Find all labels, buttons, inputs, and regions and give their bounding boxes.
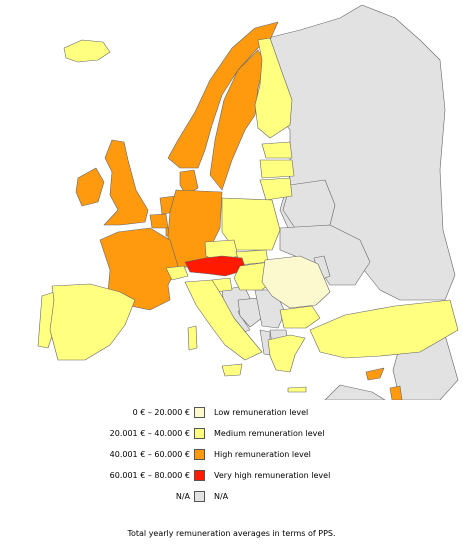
legend-row-high: 40.001 € – 60.000 € High remuneration le… xyxy=(40,446,340,467)
region-bosnia xyxy=(237,297,263,328)
legend-label: Low remuneration level xyxy=(214,408,309,417)
region-estonia xyxy=(261,141,293,159)
legend-label: High remuneration level xyxy=(214,450,311,459)
region-ireland xyxy=(75,167,105,207)
region-italy xyxy=(184,279,263,361)
region-greece xyxy=(267,334,306,373)
region-north-africa xyxy=(324,384,386,400)
legend-row-low: 0 € – 20.000 € Low remuneration level xyxy=(40,404,340,425)
region-romania xyxy=(261,255,331,309)
legend-row-very-high: 60.001 € – 80.000 € Very high remunerati… xyxy=(40,467,340,488)
region-belgium xyxy=(149,213,169,229)
region-iceland xyxy=(63,39,111,63)
legend-swatch-medium xyxy=(194,428,205,439)
legend-swatch-high xyxy=(194,449,205,460)
region-cyprus xyxy=(365,367,385,381)
region-poland xyxy=(221,197,281,251)
region-crete xyxy=(287,386,307,393)
legend-range: 40.001 € – 60.000 € xyxy=(109,450,190,459)
legend-swatch-low xyxy=(194,407,205,418)
legend-swatch-very-high xyxy=(194,470,205,481)
legend: 0 € – 20.000 € Low remuneration level 20… xyxy=(40,404,340,509)
region-ukraine xyxy=(279,224,371,286)
region-sicily xyxy=(221,363,243,377)
legend-row-medium: 20.001 € – 40.000 € Medium remuneration … xyxy=(40,425,340,446)
region-switzerland xyxy=(165,265,189,281)
legend-label: N/A xyxy=(214,492,229,501)
legend-range: 20.001 € – 40.000 € xyxy=(109,429,190,438)
region-spain xyxy=(49,283,136,361)
region-united-kingdom xyxy=(103,139,149,226)
region-israel xyxy=(389,385,403,400)
region-portugal xyxy=(37,291,55,349)
region-finland xyxy=(254,37,293,139)
region-turkey xyxy=(309,299,459,359)
region-lithuania xyxy=(259,177,293,201)
legend-row-na: N/A N/A xyxy=(40,488,340,509)
europe-map xyxy=(37,4,459,400)
map-caption: Total yearly remuneration averages in te… xyxy=(127,529,336,538)
legend-swatch-na xyxy=(194,491,205,502)
region-sardinia xyxy=(187,325,198,351)
legend-label: Medium remuneration level xyxy=(214,429,325,438)
legend-range: 0 € – 20.000 € xyxy=(132,408,190,417)
region-bulgaria xyxy=(279,305,321,329)
legend-range: N/A xyxy=(175,492,190,501)
legend-range: 60.001 € – 80.000 € xyxy=(109,471,190,480)
region-latvia xyxy=(259,159,295,179)
region-france xyxy=(99,227,179,311)
legend-label: Very high remuneration level xyxy=(214,471,331,480)
